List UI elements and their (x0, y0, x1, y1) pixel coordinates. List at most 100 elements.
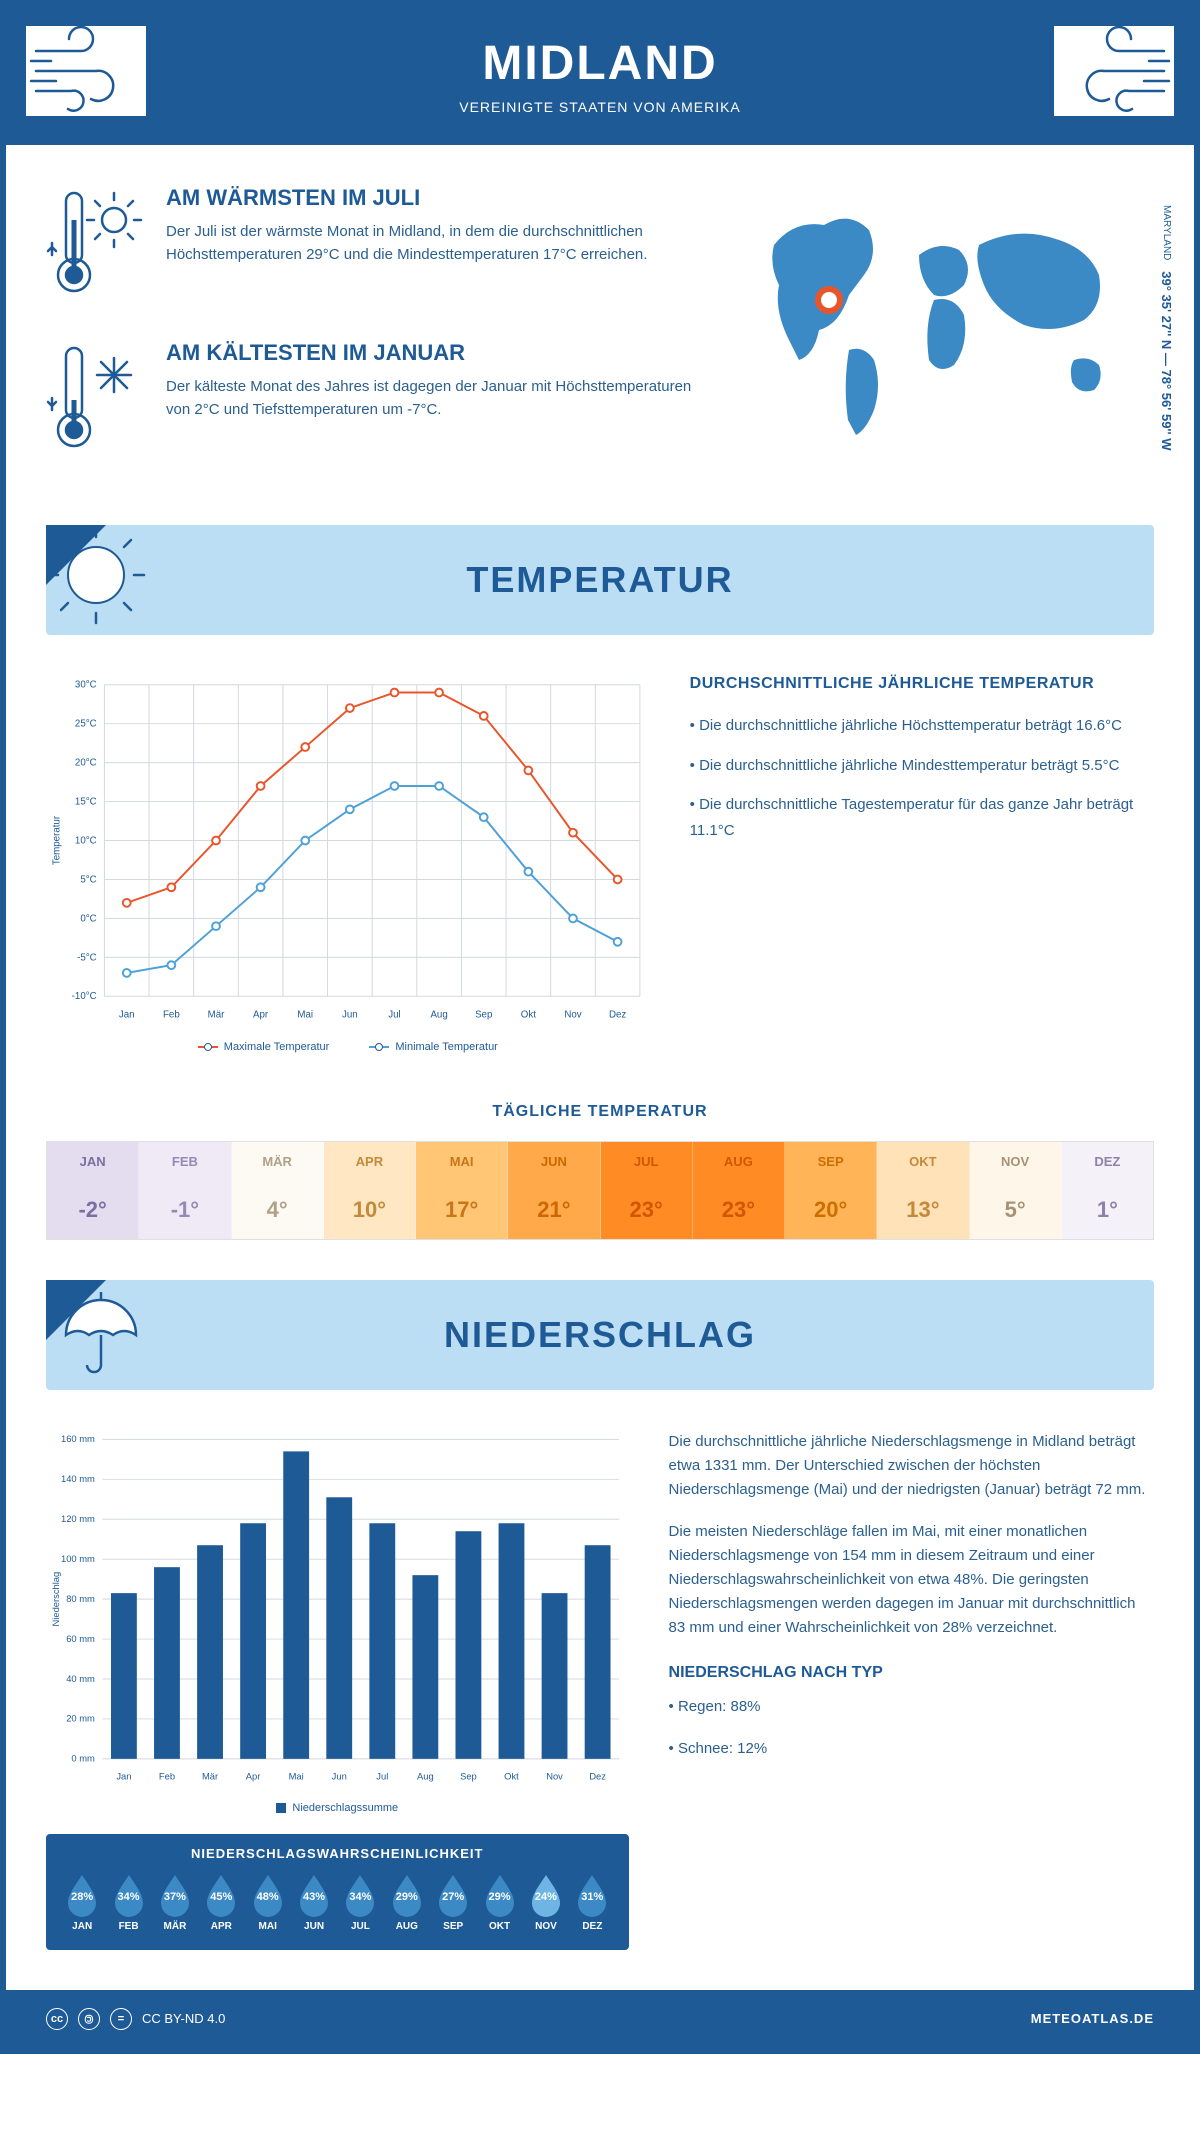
svg-text:0 mm: 0 mm (71, 1752, 95, 1763)
warmest-block: AM WÄRMSTEN IM JULI Der Juli ist der wär… (46, 185, 704, 310)
probability-drop: 31%DEZ (571, 1873, 613, 1932)
daily-temp-title: TÄGLICHE TEMPERATUR (46, 1103, 1154, 1121)
svg-text:Nov: Nov (564, 1010, 581, 1021)
svg-text:40 mm: 40 mm (66, 1672, 95, 1683)
probability-drop: 34%FEB (107, 1873, 149, 1932)
precip-legend: Niederschlagssumme (292, 1802, 398, 1814)
daily-temp-cell: JUL23° (601, 1142, 693, 1239)
info-row: AM WÄRMSTEN IM JULI Der Juli ist der wär… (6, 145, 1194, 525)
svg-text:Aug: Aug (430, 1010, 447, 1021)
brand-label: METEOATLAS.DE (1031, 2011, 1154, 2026)
legend-min: Minimale Temperatur (395, 1041, 498, 1053)
precip-banner: NIEDERSCHLAG (46, 1280, 1154, 1390)
svg-text:Mai: Mai (289, 1770, 304, 1781)
umbrella-icon (46, 1280, 156, 1390)
coldest-text: AM KÄLTESTEN IM JANUAR Der kälteste Mona… (166, 340, 704, 465)
daily-temp-cell: MAI17° (416, 1142, 508, 1239)
svg-text:30°C: 30°C (75, 680, 97, 691)
svg-text:Temperatur: Temperatur (52, 815, 63, 865)
thermometer-sun-icon (46, 185, 146, 310)
svg-text:20 mm: 20 mm (66, 1712, 95, 1723)
sun-icon (46, 525, 156, 635)
wind-icon-right (1054, 26, 1174, 116)
legend-max: Maximale Temperatur (224, 1041, 330, 1053)
probability-drop: 43%JUN (293, 1873, 335, 1932)
svg-text:Jul: Jul (388, 1010, 400, 1021)
svg-text:Jan: Jan (119, 1010, 135, 1021)
probability-box: NIEDERSCHLAGSWAHRSCHEINLICHKEIT 28%JAN34… (46, 1834, 629, 1950)
by-icon: 🄯 (78, 2008, 100, 2030)
precip-left: 0 mm20 mm40 mm60 mm80 mm100 mm120 mm140 … (46, 1430, 629, 1950)
temperature-content: -10°C-5°C0°C5°C10°C15°C20°C25°C30°CJanFe… (6, 635, 1194, 1093)
svg-text:Sep: Sep (460, 1770, 477, 1781)
temperature-line-chart: -10°C-5°C0°C5°C10°C15°C20°C25°C30°CJanFe… (46, 675, 650, 1053)
svg-text:Okt: Okt (521, 1010, 536, 1021)
temperature-banner: TEMPERATUR (46, 525, 1154, 635)
world-map: MARYLAND 39° 35' 27'' N — 78° 56' 59'' W (734, 185, 1154, 495)
precip-type1: • Regen: 88% (669, 1695, 1154, 1719)
warmest-desc: Der Juli ist der wärmste Monat in Midlan… (166, 221, 704, 266)
svg-text:Niederschlag: Niederschlag (50, 1571, 61, 1626)
warmest-text: AM WÄRMSTEN IM JULI Der Juli ist der wär… (166, 185, 704, 310)
svg-text:140 mm: 140 mm (61, 1473, 95, 1484)
svg-text:Aug: Aug (417, 1770, 434, 1781)
thermometer-snow-icon (46, 340, 146, 465)
daily-temp-cell: MÄR4° (232, 1142, 324, 1239)
temp-summary-title: DURCHSCHNITTLICHE JÄHRLICHE TEMPERATUR (690, 675, 1154, 693)
coords-value: 39° 35' 27'' N — 78° 56' 59'' W (1159, 271, 1174, 450)
temp-bullet-3: • Die durchschnittliche Tagestemperatur … (690, 792, 1154, 843)
precip-text: Die durchschnittliche jährliche Niedersc… (669, 1430, 1154, 1950)
svg-text:Dez: Dez (609, 1010, 626, 1021)
probability-drop: 27%SEP (432, 1873, 474, 1932)
region-label: MARYLAND (1161, 205, 1172, 260)
svg-text:Jul: Jul (376, 1770, 388, 1781)
precip-p1: Die durchschnittliche jährliche Niedersc… (669, 1430, 1154, 1502)
probability-drop: 24%NOV (525, 1873, 567, 1932)
daily-temp-cell: SEP20° (785, 1142, 877, 1239)
nd-icon: = (110, 2008, 132, 2030)
svg-text:120 mm: 120 mm (61, 1513, 95, 1524)
svg-text:160 mm: 160 mm (61, 1433, 95, 1444)
svg-text:Nov: Nov (546, 1770, 563, 1781)
precip-chart-legend: Niederschlagssumme (46, 1802, 629, 1814)
svg-text:0°C: 0°C (80, 913, 96, 924)
probability-drop: 29%AUG (386, 1873, 428, 1932)
svg-text:100 mm: 100 mm (61, 1553, 95, 1564)
svg-text:Mär: Mär (202, 1770, 218, 1781)
svg-text:Feb: Feb (159, 1770, 175, 1781)
svg-text:Dez: Dez (589, 1770, 606, 1781)
cc-icon: cc (46, 2008, 68, 2030)
precip-type-title: NIEDERSCHLAG NACH TYP (669, 1660, 1154, 1686)
probability-drop: 34%JUL (339, 1873, 381, 1932)
svg-text:10°C: 10°C (75, 835, 97, 846)
svg-text:Feb: Feb (163, 1010, 180, 1021)
warmest-title: AM WÄRMSTEN IM JULI (166, 185, 704, 211)
footer: cc 🄯 = CC BY-ND 4.0 METEOATLAS.DE (6, 1990, 1194, 2048)
temperature-summary: DURCHSCHNITTLICHE JÄHRLICHE TEMPERATUR •… (690, 675, 1154, 1053)
daily-temp-cell: JAN-2° (47, 1142, 139, 1239)
probability-title: NIEDERSCHLAGSWAHRSCHEINLICHKEIT (61, 1846, 614, 1861)
probability-drop: 48%MAI (247, 1873, 289, 1932)
svg-text:Sep: Sep (475, 1010, 492, 1021)
daily-temp-cell: DEZ1° (1062, 1142, 1153, 1239)
header: MIDLAND VEREINIGTE STAATEN VON AMERIKA (6, 6, 1194, 145)
probability-drop: 29%OKT (478, 1873, 520, 1932)
coldest-title: AM KÄLTESTEN IM JANUAR (166, 340, 704, 366)
svg-text:25°C: 25°C (75, 719, 97, 730)
svg-text:Apr: Apr (253, 1010, 269, 1021)
probability-drop: 37%MÄR (154, 1873, 196, 1932)
svg-text:15°C: 15°C (75, 796, 97, 807)
svg-text:Jun: Jun (332, 1770, 347, 1781)
probability-drop: 45%APR (200, 1873, 242, 1932)
temp-chart-legend: Maximale Temperatur Minimale Temperatur (46, 1041, 650, 1053)
coordinates: MARYLAND 39° 35' 27'' N — 78° 56' 59'' W (1159, 205, 1174, 451)
svg-text:80 mm: 80 mm (66, 1592, 95, 1603)
svg-text:Apr: Apr (246, 1770, 261, 1781)
precip-content: 0 mm20 mm40 mm60 mm80 mm100 mm120 mm140 … (6, 1390, 1194, 1990)
temp-bullet-2: • Die durchschnittliche jährliche Mindes… (690, 753, 1154, 779)
daily-temp-cell: NOV5° (970, 1142, 1062, 1239)
svg-text:Jun: Jun (342, 1010, 358, 1021)
precip-type2: • Schnee: 12% (669, 1737, 1154, 1761)
daily-temp-grid: JAN-2°FEB-1°MÄR4°APR10°MAI17°JUN21°JUL23… (46, 1141, 1154, 1240)
daily-temp-cell: FEB-1° (139, 1142, 231, 1239)
